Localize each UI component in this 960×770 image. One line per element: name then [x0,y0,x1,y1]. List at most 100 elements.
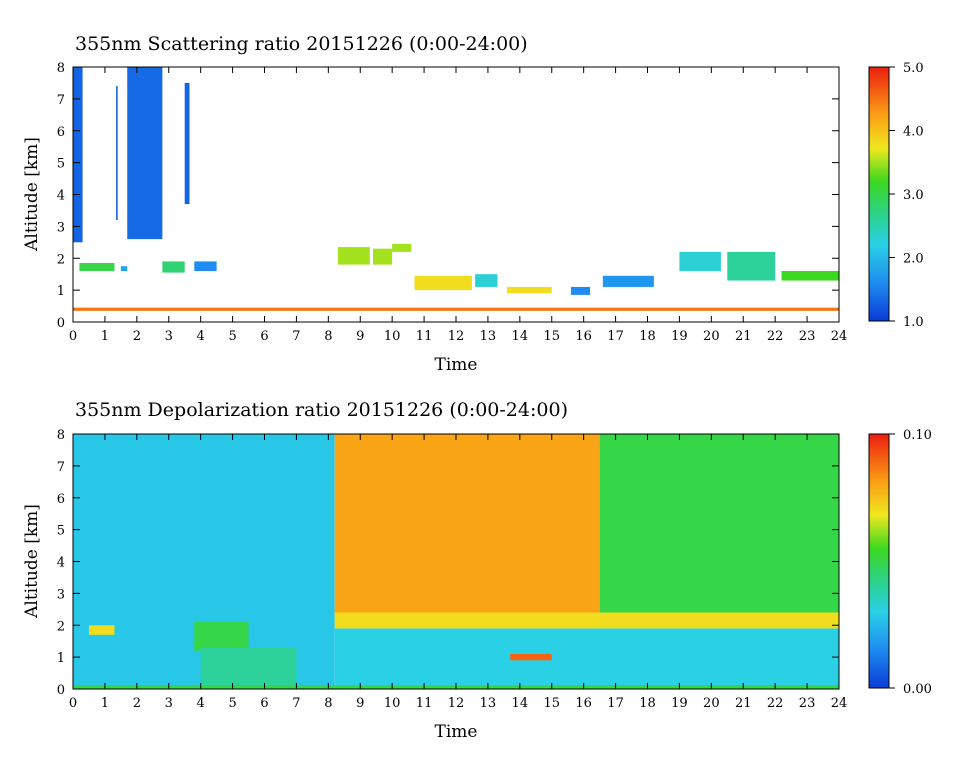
scattering-ratio-y-tick-label: 3 [57,220,65,235]
depolarization-ratio-feature-3 [334,628,839,689]
scattering-ratio-feature-17 [727,251,776,281]
scattering-ratio-y-tick-label: 7 [57,93,65,108]
scattering-ratio-x-tick-label: 13 [480,329,497,344]
scattering-ratio-x-tick-label: 2 [133,329,141,344]
depolarization-ratio-x-tick-label: 21 [735,696,752,711]
depolarization-ratio-feature-2 [599,434,839,616]
scattering-ratio-feature-19 [73,307,839,311]
scattering-ratio-x-tick-label: 4 [197,329,205,344]
depolarization-ratio-x-tick-label: 1 [101,696,109,711]
scattering-ratio-feature-1 [116,86,118,220]
scattering-ratio-x-tick-label: 1 [101,329,109,344]
depolarization-ratio-x-tick-label: 19 [671,696,688,711]
scattering-ratio-x-tick-label: 6 [260,329,268,344]
scattering-ratio-x-tick-label: 22 [767,329,784,344]
depolarization-ratio-y-tick-label: 3 [57,587,65,602]
scattering-ratio-feature-0 [73,67,83,243]
depolarization-ratio-y-ticks: 0 1 2 3 4 5 6 7 8 [57,428,839,698]
depolarization-ratio-colorbar-tick-label: 0.00 [903,682,932,697]
scattering-ratio-x-tick-label: 15 [543,329,560,344]
scattering-ratio-y-tick-label: 4 [57,189,65,204]
scattering-ratio-colorbar-tick-label: 1.0 [903,315,924,330]
depolarization-ratio-y-tick-label: 4 [57,556,65,571]
scattering-ratio-feature-15 [602,275,654,287]
scattering-ratio-x-ticks: 0 1 2 3 4 5 6 7 8 9 10 11 12 13 14 15 16 17 18 19 20 21 22 23 24 [69,67,847,344]
depolarization-ratio-x-tick-label: 5 [228,696,236,711]
depolarization-ratio-field [73,434,839,689]
depolarization-ratio-feature-8 [88,625,115,635]
scattering-ratio-colorbar-tick-label: 2.0 [903,252,924,267]
scattering-ratio-x-label: Time [435,355,478,375]
depolarization-ratio-x-tick-label: 12 [448,696,465,711]
scattering-ratio-colorbar [868,66,890,322]
depolarization-ratio-y-tick-label: 7 [57,460,65,475]
depolarization-ratio-x-tick-label: 6 [260,696,268,711]
depolarization-ratio-title: 355nm Depolarization ratio 20151226 (0:0… [75,399,568,421]
depolarization-ratio-x-tick-label: 22 [767,696,784,711]
scattering-ratio-x-tick-label: 5 [228,329,236,344]
scattering-ratio-feature-7 [194,261,217,271]
depolarization-ratio-x-tick-label: 23 [799,696,816,711]
scattering-ratio-x-tick-label: 20 [703,329,720,344]
scattering-ratio-x-tick-label: 24 [831,329,848,344]
scattering-ratio-y-tick-label: 5 [57,157,65,172]
scattering-ratio-x-tick-label: 9 [356,329,364,344]
scattering-ratio-colorbar-ticks: 1.0 2.0 3.0 4.0 5.0 [889,61,924,330]
scattering-ratio-x-tick-label: 11 [416,329,433,344]
depolarization-ratio-y-tick-label: 8 [57,428,65,443]
depolarization-ratio-x-tick-label: 2 [133,696,141,711]
scattering-ratio-feature-18 [781,271,839,281]
scattering-ratio-feature-16 [679,251,721,271]
depolarization-ratio-x-tick-label: 10 [384,696,401,711]
scattering-ratio-x-tick-label: 16 [575,329,592,344]
scattering-ratio-field [73,67,839,311]
depolarization-ratio-y-tick-label: 0 [57,683,65,698]
depolarization-ratio-x-tick-label: 13 [480,696,497,711]
scattering-ratio-feature-13 [507,286,552,294]
scattering-ratio-y-ticks: 0 1 2 3 4 5 6 7 8 [57,61,839,331]
scattering-ratio-x-tick-label: 7 [292,329,300,344]
scattering-ratio-y-tick-label: 2 [57,252,65,267]
depolarization-ratio-colorbar-tick-label: 0.10 [903,428,932,443]
scattering-ratio-feature-14 [570,286,591,295]
depolarization-ratio-x-ticks: 0 1 2 3 4 5 6 7 8 9 10 11 12 13 14 15 16 17 18 19 20 21 22 23 24 [69,434,847,711]
scattering-ratio-feature-9 [373,248,393,265]
depolarization-ratio-feature-4 [334,612,839,629]
scattering-ratio-x-tick-label: 10 [384,329,401,344]
depolarization-ratio-x-tick-label: 15 [543,696,560,711]
scattering-ratio-x-tick-label: 14 [512,329,529,344]
scattering-ratio-y-tick-label: 6 [57,125,65,140]
depolarization-ratio-feature-9 [510,653,552,661]
scattering-ratio-x-tick-label: 21 [735,329,752,344]
scattering-ratio-feature-11 [414,275,472,291]
scattering-ratio-feature-8 [337,247,370,265]
scattering-ratio-x-tick-label: 12 [448,329,465,344]
scattering-ratio-feature-5 [120,266,128,271]
scattering-ratio-feature-4 [79,263,115,271]
scattering-ratio-x-tick-label: 0 [69,329,77,344]
depolarization-ratio-x-tick-label: 18 [639,696,656,711]
depolarization-ratio-x-tick-label: 8 [324,696,332,711]
scattering-ratio-x-tick-label: 17 [607,329,624,344]
depolarization-ratio-x-tick-label: 0 [69,696,77,711]
depolarization-ratio-x-label: Time [435,722,478,742]
scattering-ratio-x-tick-label: 3 [165,329,173,344]
scattering-ratio-y-tick-label: 0 [57,316,65,331]
scattering-ratio-feature-3 [184,82,190,205]
depolarization-ratio-y-tick-label: 6 [57,492,65,507]
scattering-ratio-x-tick-label: 18 [639,329,656,344]
scattering-ratio-y-tick-label: 1 [57,284,65,299]
depolarization-ratio-x-tick-label: 20 [703,696,720,711]
depolarization-ratio-colorbar-ticks: 0.00 0.10 [889,428,932,697]
scattering-ratio-x-tick-label: 19 [671,329,688,344]
depolarization-ratio-y-tick-label: 2 [57,619,65,634]
scattering-ratio-colorbar-tick-label: 5.0 [903,61,924,76]
depolarization-ratio-x-tick-label: 4 [197,696,205,711]
depolarization-ratio-x-tick-label: 24 [831,696,848,711]
scattering-ratio-y-label: Altitude [km] [22,137,42,252]
depolarization-ratio-feature-1 [334,434,600,616]
scattering-ratio-feature-10 [392,243,412,252]
scattering-ratio-colorbar-tick-label: 4.0 [903,125,924,140]
depolarization-ratio-y-label: Altitude [km] [22,504,42,619]
